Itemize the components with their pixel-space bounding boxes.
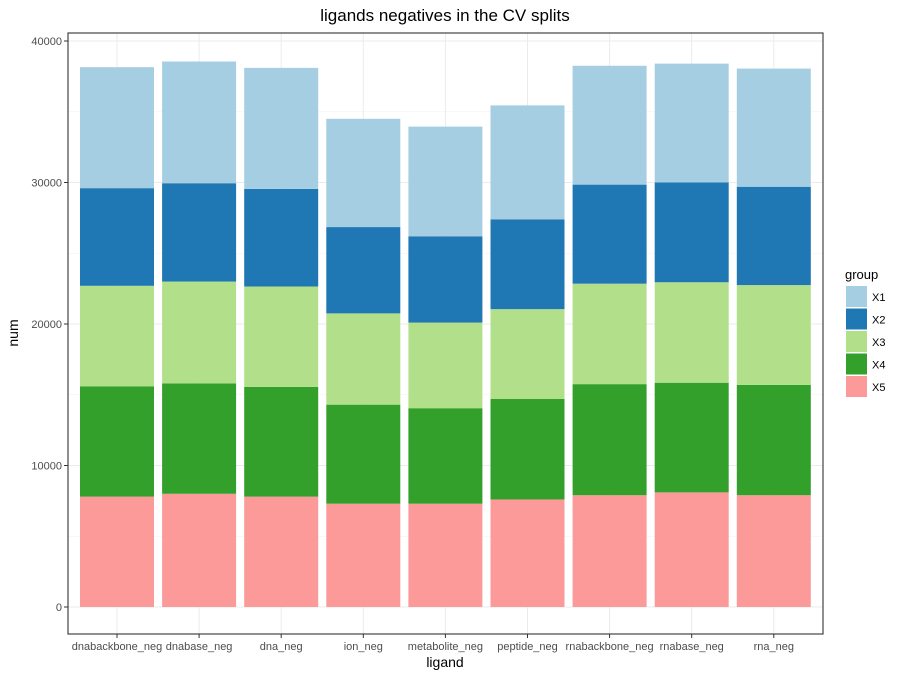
bar-segment-x1 [736, 68, 811, 187]
bar-segment-x3 [80, 285, 154, 387]
legend-label-x1: X1 [872, 292, 885, 304]
legend-label-x3: X3 [872, 337, 885, 349]
bar-segment-x5 [326, 503, 401, 607]
bar-segment-x2 [654, 182, 729, 283]
x-tick-label: dna_neg [260, 641, 303, 653]
bar-segment-x5 [80, 496, 154, 607]
bar-segment-x2 [736, 186, 811, 286]
bar-segment-x4 [326, 404, 401, 504]
bar-segment-x2 [244, 188, 319, 287]
y-tick-label: 40000 [31, 36, 62, 48]
legend-label-x5: X5 [872, 382, 885, 394]
bar-segment-x4 [736, 384, 811, 496]
bar-segment-x3 [162, 281, 237, 384]
bar-segment-x1 [408, 126, 483, 237]
y-tick-label: 20000 [31, 319, 62, 331]
legend-swatch-x2 [846, 308, 867, 330]
x-tick-label: rnabackbone_neg [566, 641, 654, 653]
bar-segment-x4 [408, 408, 483, 504]
legend-items: X1 X2 X3 X4 X5 [846, 286, 885, 397]
bar-segment-x1 [572, 65, 647, 185]
legend-title: group [845, 267, 878, 282]
legend-label-x4: X4 [872, 360, 885, 372]
x-tick-label: dnabase_neg [166, 641, 233, 653]
bar-segment-x2 [408, 236, 483, 323]
bar-segment-x2 [80, 188, 154, 286]
x-axis-title: ligand [426, 654, 463, 670]
bar-segment-x5 [244, 496, 319, 607]
y-tick-label: 30000 [31, 178, 62, 190]
bar-segment-x1 [244, 67, 319, 189]
chart-title: ligands negatives in the CV splits [320, 6, 569, 25]
x-tick-label: ion_neg [344, 641, 383, 653]
bar-segment-x1 [326, 118, 401, 228]
bar-segment-x2 [572, 184, 647, 284]
bar-segment-x3 [654, 282, 729, 383]
bar-segment-x1 [654, 63, 729, 183]
legend-swatch-x3 [846, 331, 867, 352]
bar-segment-x5 [736, 495, 811, 607]
legend-swatch-x5 [846, 376, 867, 397]
y-axis-title: num [5, 319, 21, 346]
bar-segment-x1 [80, 67, 154, 189]
y-tick-label: 10000 [31, 461, 62, 473]
bar-segment-x2 [490, 219, 565, 310]
bar-segment-x3 [326, 313, 401, 405]
bar-segment-x5 [654, 492, 729, 607]
bar-segment-x4 [244, 386, 319, 497]
bar-segment-x3 [572, 283, 647, 385]
bar-segment-x5 [490, 499, 565, 607]
bar-segment-x3 [408, 322, 483, 409]
bar-segment-x4 [162, 383, 237, 494]
bar-segment-x5 [408, 503, 483, 607]
legend-label-x2: X2 [872, 315, 885, 327]
bar-segment-x3 [490, 309, 565, 399]
x-tick-label: rna_neg [754, 641, 794, 653]
bar-segment-x4 [572, 384, 647, 496]
legend-swatch-x1 [846, 286, 867, 307]
bar-segment-x2 [326, 227, 401, 314]
x-tick-label: rnabase_neg [660, 641, 724, 653]
bar-segment-x1 [490, 105, 565, 220]
y-tick-label: 0 [56, 602, 62, 614]
bar-segment-x5 [162, 493, 237, 607]
bar-segment-x3 [244, 286, 319, 387]
x-tick-label: peptide_neg [497, 641, 558, 653]
bar-segment-x2 [162, 183, 237, 282]
bar-segment-x4 [654, 382, 729, 493]
legend-swatch-x4 [846, 353, 867, 375]
bar-segment-x4 [490, 398, 565, 500]
bars [80, 61, 811, 607]
legend: group X1 X2 X3 X4 X5 [845, 267, 885, 397]
x-tick-label: dnabackbone_neg [72, 641, 163, 653]
x-tick-label: metabolite_neg [408, 641, 483, 653]
axes: 0 10000 20000 30000 40000 dnabackbone_neg dnab… [31, 36, 794, 653]
bar-segment-x1 [162, 61, 237, 184]
bar-segment-x4 [80, 386, 154, 497]
bar-segment-x5 [572, 495, 647, 607]
bar-segment-x3 [736, 285, 811, 385]
